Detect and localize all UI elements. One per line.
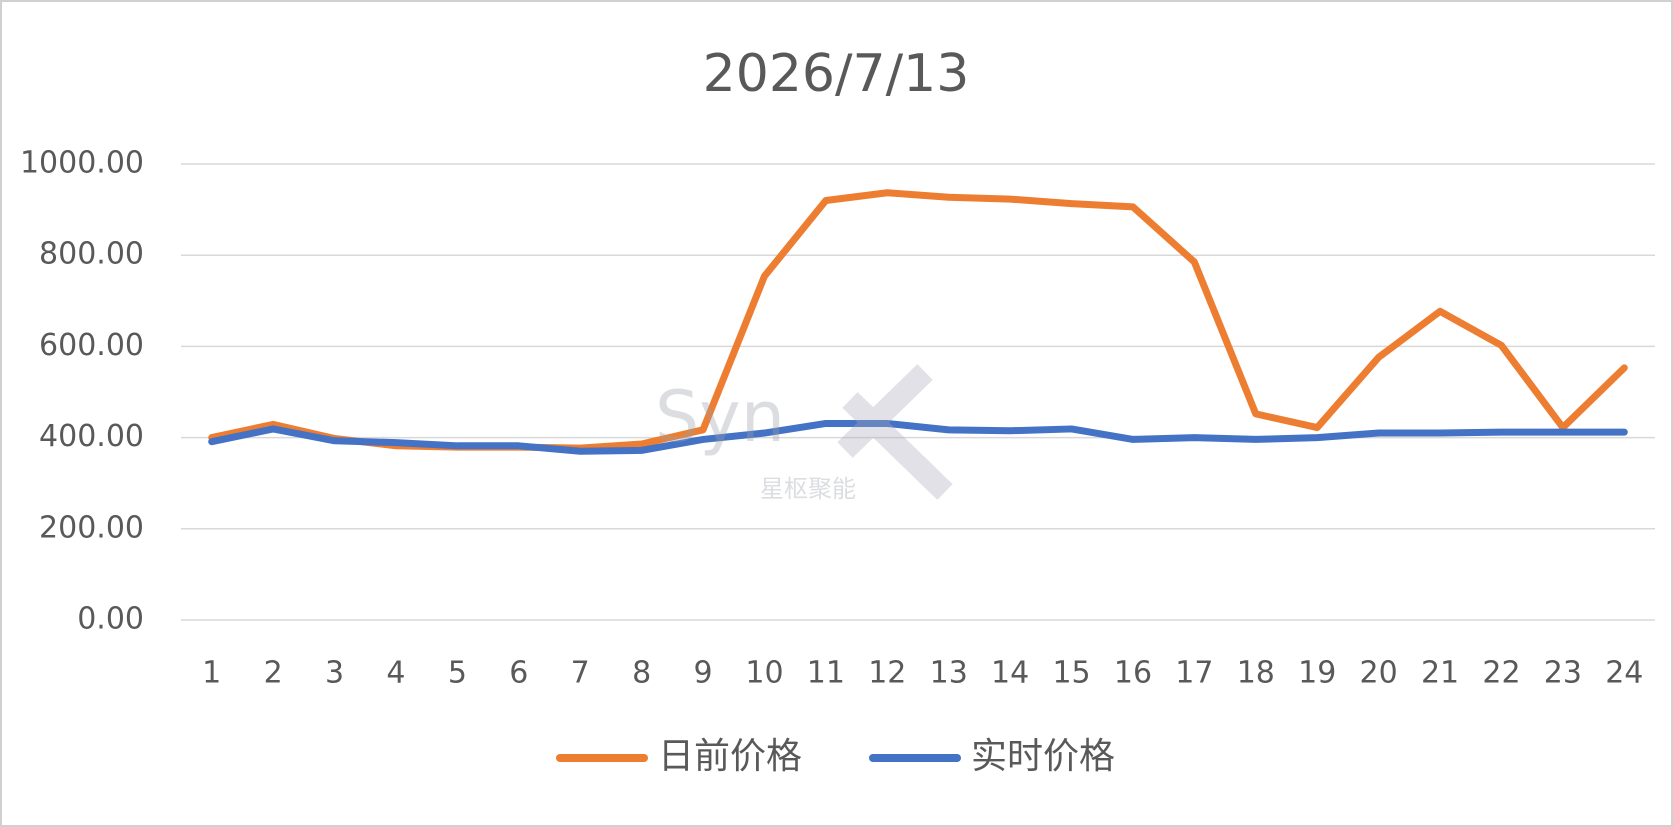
x-tick-label: 1: [202, 656, 221, 691]
chart-title: 2026/7/13: [703, 44, 970, 104]
x-tick-label: 4: [386, 656, 405, 691]
watermark-x: [837, 364, 933, 458]
x-tick-label: 3: [325, 656, 344, 691]
x-tick-label: 19: [1298, 656, 1336, 691]
x-tick-label: 24: [1605, 656, 1643, 691]
x-tick-label: 22: [1482, 656, 1520, 691]
watermark-text: Syn: [655, 376, 785, 458]
x-tick-label: 10: [745, 656, 783, 691]
x-tick-label: 11: [807, 656, 845, 691]
legend-label: 实时价格: [971, 736, 1115, 777]
x-tick-label: 2: [264, 656, 283, 691]
x-tick-label: 21: [1421, 656, 1459, 691]
y-tick-label: 600.00: [39, 328, 144, 363]
y-tick-label: 0.00: [77, 602, 144, 637]
x-tick-label: 15: [1052, 656, 1090, 691]
y-tick-label: 200.00: [39, 510, 144, 545]
x-tick-label: 17: [1175, 656, 1213, 691]
x-tick-label: 12: [868, 656, 906, 691]
x-tick-label: 9: [693, 656, 712, 691]
x-tick-label: 16: [1114, 656, 1152, 691]
watermark: Syn 星枢聚能: [655, 364, 953, 503]
series-line: [208, 419, 1628, 455]
x-tick-label: 18: [1237, 656, 1275, 691]
y-tick-label: 1000.00: [20, 146, 144, 181]
watermark-x: [842, 392, 953, 500]
x-tick-label: 13: [930, 656, 968, 691]
x-tick-label: 23: [1544, 656, 1582, 691]
watermark-subtext: 星枢聚能: [760, 475, 856, 503]
x-tick-label: 6: [509, 656, 528, 691]
x-tick-label: 7: [571, 656, 590, 691]
x-tick-label: 8: [632, 656, 651, 691]
x-tick-label: 14: [991, 656, 1029, 691]
y-tick-label: 400.00: [39, 419, 144, 454]
x-tick-label: 20: [1360, 656, 1398, 691]
y-tick-label: 800.00: [39, 237, 144, 272]
x-tick-label: 5: [448, 656, 467, 691]
legend-label: 日前价格: [658, 736, 802, 777]
